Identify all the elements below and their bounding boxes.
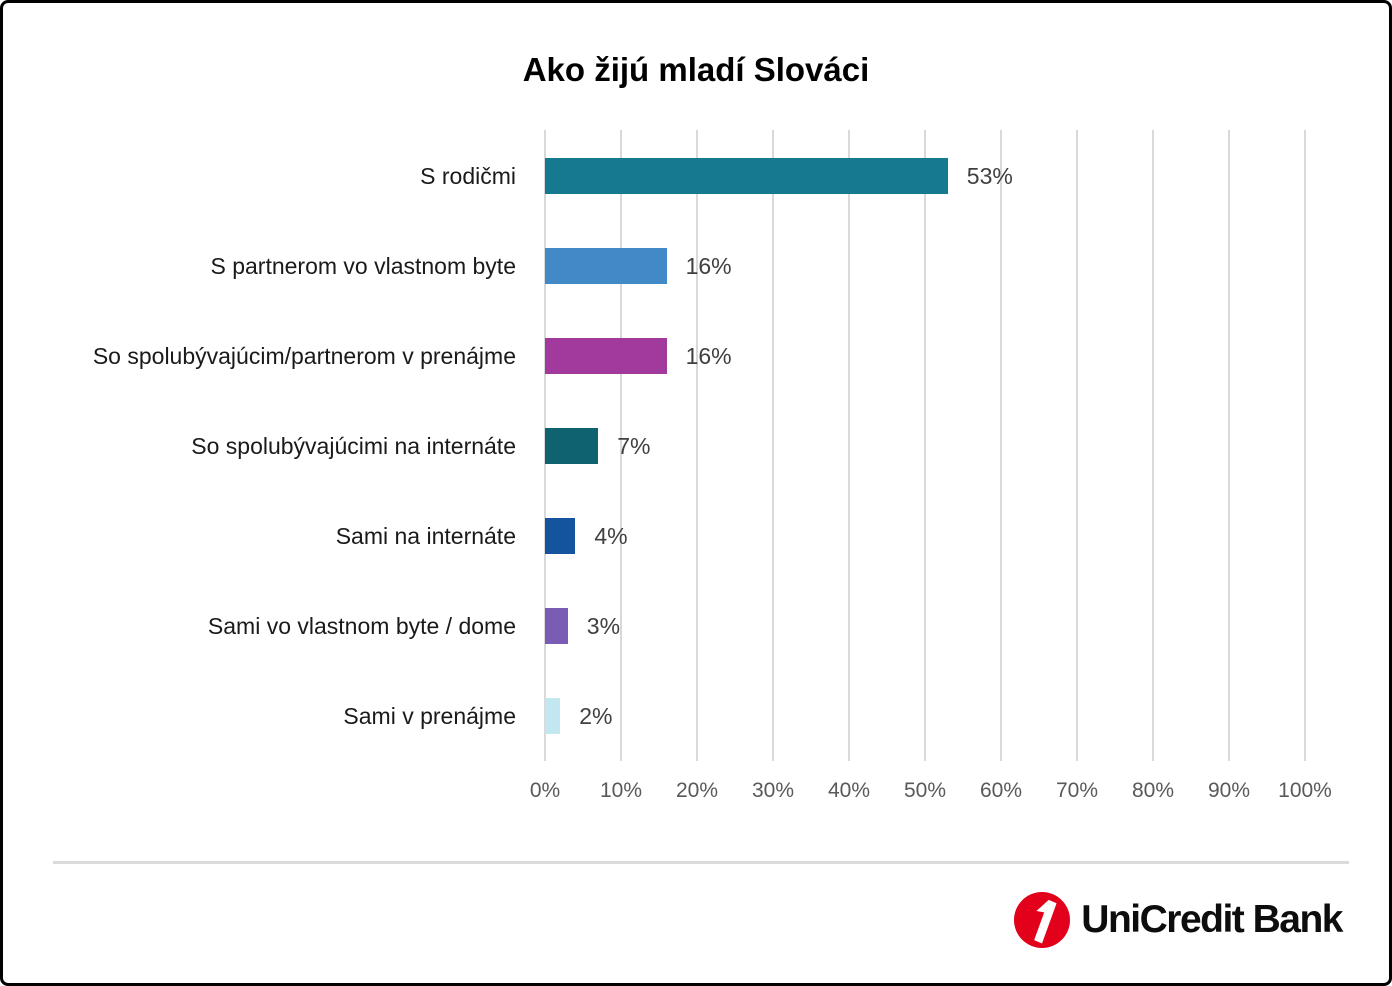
x-tick-label: 0% [529,779,561,802]
x-tick-label: 20% [675,779,719,802]
x-tick-label: 100% [1278,779,1332,802]
category-label: Sami vo vlastnom byte / dome [207,612,516,639]
bar-value-label: 16% [685,342,732,369]
category-label: S partnerom vo vlastnom byte [210,252,516,279]
gridline [1000,130,1002,761]
x-tick-label: 80% [1131,779,1175,802]
bar [545,338,667,374]
bar [545,518,576,554]
bar [545,698,561,734]
unicredit-logo-text: UniCredit Bank [1081,898,1343,941]
chart-row: Sami v prenájme 2% [3,671,1389,761]
category-label: So spolubývajúcimi na internáte [191,432,516,459]
chart-row: S rodičmi 53% [3,131,1389,221]
bar-value-label: 4% [594,522,628,549]
x-tick-label: 60% [979,779,1023,802]
bar [545,248,667,284]
bar-value-label: 7% [617,432,651,459]
chart-row: So spolubývajúcimi na internáte 7% [3,401,1389,491]
x-tick-label: 90% [1207,779,1251,802]
bar-value-label: 2% [579,702,613,729]
category-label: So spolubývajúcim/partnerom v prenájme [92,342,516,369]
bar [545,428,599,464]
unicredit-1-mark-icon [1014,892,1071,948]
gridline [1304,130,1306,761]
gridline [848,130,850,761]
gridline [620,130,622,761]
gridline [1152,130,1154,761]
x-tick-label: 30% [751,779,795,802]
x-tick-label: 50% [903,779,947,802]
gridline [772,130,774,761]
x-axis: 0% 10% 20% 30% 40% 50% 60% 70% 80% 90% 100% [530,779,1332,809]
chart-row: S partnerom vo vlastnom byte 16% [3,221,1389,311]
chart-row: So spolubývajúcim/partnerom v prenájme 16… [3,311,1389,401]
bar [545,158,948,194]
bar-value-label: 16% [685,252,732,279]
x-tick-label: 70% [1055,779,1099,802]
bar [545,608,568,644]
gridline [1228,130,1230,761]
bar-value-label: 3% [586,612,621,639]
gridline [696,130,698,761]
category-label: S rodičmi [420,162,516,189]
footer-divider [53,861,1349,864]
chart-title: Ako žijú mladí Slováci [522,51,870,88]
x-tick-label: 10% [599,779,643,802]
chart-row: Sami na internáte 4% [3,491,1389,581]
gridline [1076,130,1078,761]
category-label: Sami na internáte [335,522,516,549]
bar-rows: S rodičmi 53% S partnerom vo vlastnom byte… [3,131,1389,761]
logo-one-flag [1036,899,1050,913]
category-label: Sami v prenájme [343,702,516,729]
unicredit-logo: UniCredit Bank [1014,892,1343,948]
gridline [924,130,926,761]
bar-value-label: 53% [966,162,1013,189]
x-tick-label: 40% [827,779,871,802]
chart-row: Sami vo vlastnom byte / dome 3% [3,581,1389,671]
logo-one-stem [1034,899,1057,944]
